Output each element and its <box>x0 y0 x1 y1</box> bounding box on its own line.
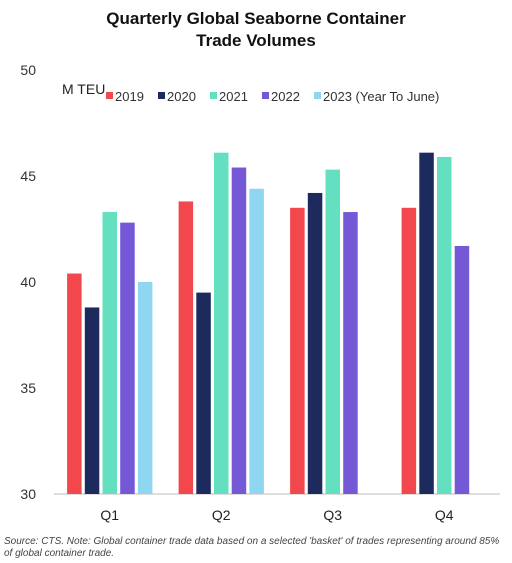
bar-q1-2022 <box>120 222 135 494</box>
bar-q2-2021 <box>214 152 229 494</box>
bar-q4-2021 <box>437 156 452 495</box>
bar-q3-2019 <box>290 207 305 495</box>
x-tick-label: Q4 <box>435 507 454 523</box>
x-tick-label: Q2 <box>212 507 231 523</box>
bar-q4-2019 <box>401 207 417 495</box>
bar-q2-2022 <box>231 167 247 494</box>
chart-title-line-2: Trade Volumes <box>196 31 316 50</box>
y-tick-label: 45 <box>20 168 36 184</box>
bar-q1-2023 <box>137 282 153 494</box>
bar-q3-2022 <box>343 212 358 495</box>
legend-label: 2021 <box>219 89 248 104</box>
legend-label: 2020 <box>167 89 196 104</box>
x-tick-label: Q3 <box>323 507 342 523</box>
legend-label: 2022 <box>271 89 300 104</box>
chart-title: Quarterly Global Seaborne Container Trad… <box>0 8 512 52</box>
legend-swatch <box>106 92 113 99</box>
bar-q3-2021 <box>325 169 340 494</box>
bar-q2-2023 <box>249 188 264 494</box>
bar-q2-2020 <box>196 292 211 494</box>
bar-q2-2019 <box>178 201 194 494</box>
chart-title-line-1: Quarterly Global Seaborne Container <box>106 9 406 28</box>
y-axis-label: M TEU <box>62 81 105 97</box>
bar-q3-2020 <box>307 192 323 494</box>
legend-swatch <box>262 92 269 99</box>
x-tick-label: Q1 <box>100 507 119 523</box>
legend-swatch <box>314 92 321 99</box>
legend-swatch <box>158 92 165 99</box>
legend-swatch <box>210 92 217 99</box>
y-tick-label: 30 <box>20 486 36 502</box>
legend-label: 2023 (Year To June) <box>323 89 439 104</box>
y-tick-label: 35 <box>20 380 36 396</box>
source-note: Source: CTS. Note: Global container trad… <box>4 536 500 559</box>
y-tick-label: 40 <box>20 274 36 290</box>
bar-q1-2019 <box>67 273 82 494</box>
legend-label: 2019 <box>115 89 144 104</box>
y-tick-label: 50 <box>20 62 36 78</box>
bar-q1-2021 <box>102 212 117 495</box>
bar-q4-2022 <box>454 245 470 494</box>
bar-q4-2020 <box>419 152 434 494</box>
bar-q1-2020 <box>84 307 100 494</box>
